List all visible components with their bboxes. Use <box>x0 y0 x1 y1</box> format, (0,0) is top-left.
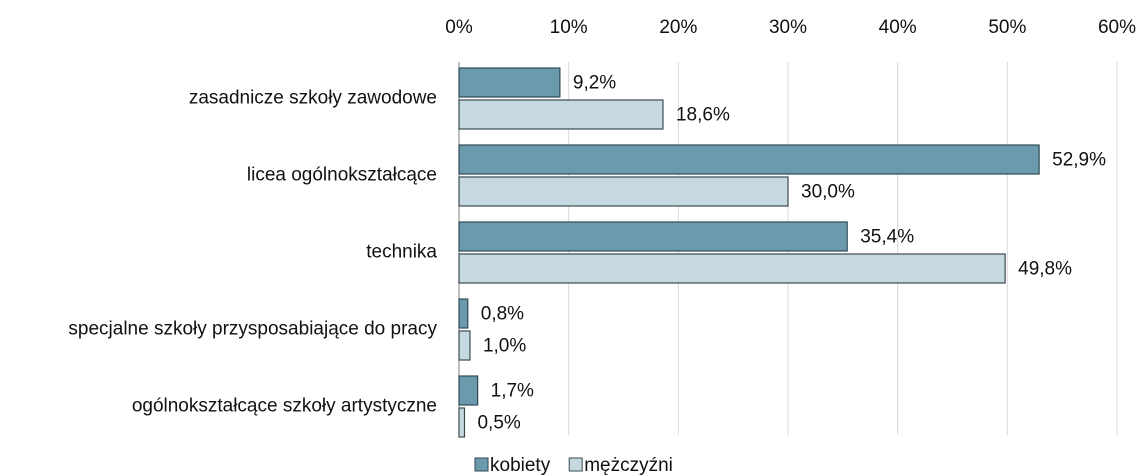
x-tick-label: 30% <box>769 17 807 38</box>
bar <box>458 176 789 207</box>
x-tick-label: 40% <box>879 17 917 38</box>
bar <box>458 298 469 329</box>
value-label: 1,7% <box>491 381 534 402</box>
legend-swatch <box>474 457 489 472</box>
value-label: 1,0% <box>483 336 526 357</box>
y-tick-label: zasadnicze szkoły zawodowe <box>189 88 437 109</box>
value-label: 35,4% <box>860 227 914 248</box>
bar <box>458 330 471 361</box>
bar <box>458 144 1040 175</box>
value-label: 9,2% <box>573 73 616 94</box>
value-label: 49,8% <box>1018 259 1072 280</box>
bar <box>458 253 1006 284</box>
bar <box>458 407 466 438</box>
y-tick-label: ogólnokształcące szkoły artystyczne <box>132 396 437 417</box>
x-tick-label: 50% <box>988 17 1026 38</box>
y-tick-label: licea ogólnokształcące <box>247 165 437 186</box>
value-label: 52,9% <box>1052 150 1106 171</box>
bar <box>458 99 664 130</box>
x-tick-label: 20% <box>659 17 697 38</box>
y-tick-label: technika <box>366 242 437 263</box>
x-tick-label: 60% <box>1098 17 1136 38</box>
value-label: 30,0% <box>801 182 855 203</box>
value-label: 0,8% <box>481 304 524 325</box>
value-label: 18,6% <box>676 105 730 126</box>
legend-swatch <box>568 457 583 472</box>
x-tick-label: 0% <box>445 17 473 38</box>
bar <box>458 221 848 252</box>
legend-label: mężczyźni <box>584 455 673 476</box>
bar <box>458 375 479 406</box>
x-tick-label: 10% <box>550 17 588 38</box>
legend-label: kobiety <box>490 455 551 476</box>
bar <box>458 67 561 98</box>
y-tick-label: specjalne szkoły przysposabiające do pra… <box>68 319 437 340</box>
value-label: 0,5% <box>477 413 520 434</box>
